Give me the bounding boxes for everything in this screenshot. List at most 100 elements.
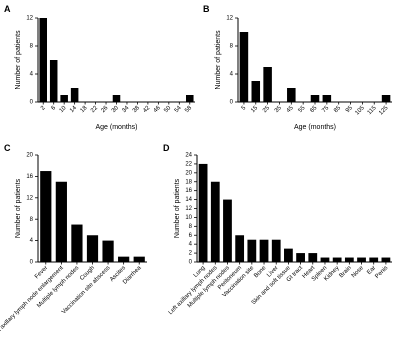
y-tick-label: 8 (230, 44, 234, 50)
x-tick-label: 6 (51, 105, 58, 112)
x-tick-label: 125 (378, 105, 390, 117)
bar (381, 257, 391, 262)
bar (39, 18, 48, 102)
y-tick-label: 12 (26, 195, 33, 201)
x-tick-label: 42 (142, 105, 151, 114)
x-tick-label: 2 (40, 105, 47, 112)
bar (40, 171, 52, 262)
bar (308, 253, 318, 262)
panel-label: B (203, 4, 210, 14)
y-tick-label: 2 (189, 251, 193, 257)
y-tick-label: 18 (185, 179, 192, 185)
y-tick-label: 20 (26, 153, 33, 159)
x-tick-label: 105 (354, 105, 366, 117)
bar (344, 257, 354, 262)
x-tick-label: 46 (153, 105, 162, 114)
x-tick-label: 55 (298, 105, 307, 114)
y-tick-label: 24 (185, 153, 192, 159)
x-tick-label: 50 (163, 105, 172, 114)
x-tick-label: Brain (339, 265, 353, 279)
x-tick-label: 35 (274, 105, 283, 114)
y-tick-label: 22 (185, 161, 192, 167)
x-tick-label: Penis (374, 265, 389, 280)
x-tick-label: 54 (174, 105, 183, 114)
y-tick-label: 8 (30, 217, 34, 223)
bar (259, 239, 269, 262)
y-tick-label: 8 (189, 224, 193, 230)
x-tick-label: 22 (90, 105, 99, 114)
y-axis-title: Number of patients (215, 30, 222, 90)
y-tick-label: 0 (189, 260, 193, 266)
y-tick-label: 8 (30, 44, 34, 50)
x-tick-label: Nose (351, 265, 366, 280)
x-tick-label: Left axillary lymph node enlargement (0, 265, 65, 339)
x-tick-label: 34 (121, 105, 130, 114)
x-axis-title: Age (months) (95, 124, 137, 131)
bar (263, 67, 272, 102)
y-tick-label: 6 (189, 233, 193, 239)
bar (185, 95, 194, 102)
x-tick-label: 18 (80, 105, 89, 114)
bar (71, 224, 83, 262)
bar (55, 181, 67, 262)
x-tick-label: 25 (262, 105, 271, 114)
x-tick-label: 15 (250, 105, 259, 114)
bar (235, 235, 245, 262)
bar (320, 257, 330, 262)
x-tick-label: 38 (132, 105, 141, 114)
bar (210, 181, 220, 262)
y-tick-label: 12 (185, 206, 192, 212)
bar (118, 256, 130, 262)
y-tick-label: 4 (189, 242, 193, 248)
bar (239, 32, 249, 102)
x-tick-label: 10 (59, 105, 68, 114)
y-tick-label: 4 (230, 72, 234, 78)
bar (271, 239, 281, 262)
y-tick-label: 16 (26, 174, 33, 180)
y-tick-label: 20 (185, 170, 192, 176)
bar (133, 256, 145, 262)
bar (357, 257, 366, 262)
y-axis-title: Number of patients (15, 30, 22, 90)
x-tick-label: 115 (367, 105, 378, 116)
y-tick-label: 16 (185, 188, 192, 194)
bar (223, 199, 232, 262)
bar (198, 163, 208, 262)
x-tick-label: Bone (253, 265, 268, 280)
bar (102, 240, 114, 262)
panel-label: D (163, 143, 170, 153)
x-tick-label: 14 (69, 105, 78, 114)
y-tick-label: 12 (26, 16, 33, 22)
bar (247, 239, 257, 262)
bar (49, 60, 58, 102)
bar (60, 95, 68, 102)
bar (112, 95, 121, 102)
y-tick-label: 10 (185, 215, 192, 221)
bar (381, 95, 391, 102)
bar (322, 95, 332, 102)
x-tick-label: 30 (111, 105, 120, 114)
x-tick-label: 65 (309, 105, 318, 114)
bar (86, 235, 99, 262)
y-tick-label: 4 (30, 72, 34, 78)
y-tick-label: 0 (30, 100, 34, 106)
x-tick-label: 26 (100, 105, 109, 114)
x-tick-label: 45 (286, 105, 295, 114)
bar (70, 88, 79, 102)
y-tick-label: 14 (185, 197, 192, 203)
bar (332, 257, 342, 262)
x-tick-label: 85 (333, 105, 342, 114)
y-tick-label: 0 (30, 260, 34, 266)
panel-label: C (4, 143, 11, 153)
x-tick-label: 58 (184, 105, 193, 114)
x-tick-label: 5 (241, 105, 248, 112)
bar (284, 248, 293, 262)
bar (296, 253, 305, 262)
bar (251, 81, 261, 102)
y-axis-title: Number of patients (174, 178, 181, 238)
x-tick-label: 95 (345, 105, 354, 114)
bar (369, 257, 379, 262)
panel-label: A (4, 4, 11, 14)
y-tick-label: 0 (230, 100, 234, 106)
x-tick-label: Left axillary lymph nodes (168, 265, 219, 316)
